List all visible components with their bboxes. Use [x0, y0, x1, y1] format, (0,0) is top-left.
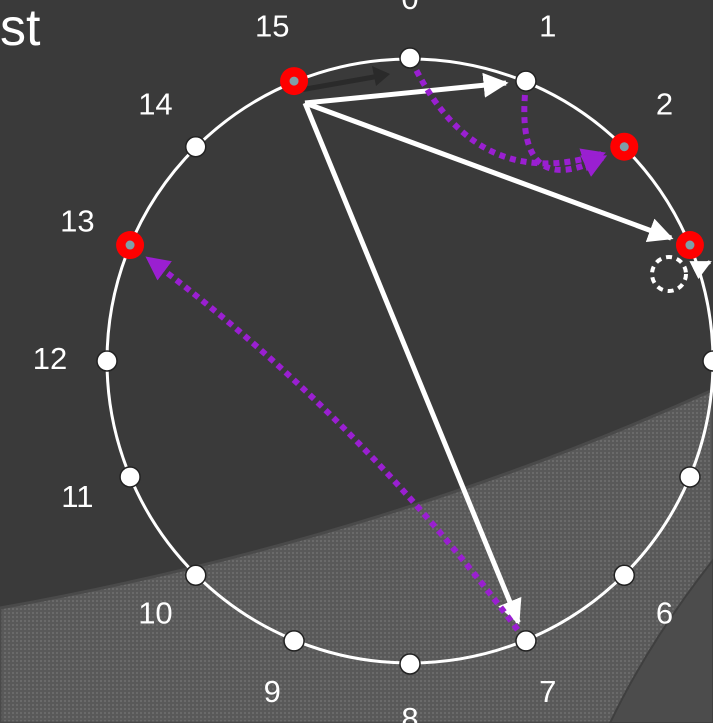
node-label-0: 0 — [401, 0, 418, 16]
node-6 — [613, 564, 636, 587]
finger-arrow-15-to-3 — [304, 100, 674, 243]
node-core — [685, 240, 695, 250]
node-4 — [702, 350, 713, 372]
node-0 — [399, 47, 421, 69]
lookup-arrow-1-to-2 — [521, 94, 608, 177]
slide-title-fragment: st — [0, 0, 41, 57]
node-label-12: 12 — [33, 341, 67, 376]
node-10 — [184, 564, 207, 587]
node-label-8: 8 — [401, 701, 418, 723]
node-label-10: 10 — [138, 596, 172, 631]
node-label-9: 9 — [264, 674, 281, 709]
target-marker-arrow — [689, 260, 712, 279]
node-14 — [184, 135, 207, 158]
node-8 — [399, 653, 421, 675]
node-12 — [96, 350, 118, 372]
target-marker — [650, 255, 688, 293]
node-core — [619, 142, 629, 152]
node-5 — [679, 466, 701, 488]
node-label-2: 2 — [656, 87, 673, 122]
node-9 — [283, 630, 305, 652]
node-label-14: 14 — [138, 87, 172, 122]
node-label-1: 1 — [539, 9, 556, 44]
background-lower-band — [0, 388, 713, 723]
node-labels: 0123456789101112131415 — [33, 0, 673, 723]
finger-arrow-15-to-1 — [304, 72, 509, 106]
finger-arrow-15-to-7 — [302, 102, 522, 625]
node-label-11: 11 — [61, 479, 93, 514]
node-label-7: 7 — [539, 674, 556, 709]
lookup-arrow-0-to-2 — [413, 69, 606, 172]
lookup-arrows — [145, 69, 608, 632]
node-label-13: 13 — [60, 203, 94, 238]
node-core — [125, 240, 135, 250]
lookup-arrow-7-to-13 — [145, 256, 520, 632]
node-11 — [119, 466, 141, 488]
ring-nodes — [96, 47, 713, 675]
node-1 — [515, 70, 537, 92]
finger-arrows — [302, 72, 674, 625]
node-label-6: 6 — [656, 596, 673, 631]
background-dark-arrow — [299, 72, 386, 93]
node-7 — [515, 630, 537, 652]
node-label-15: 15 — [255, 9, 289, 44]
node-core — [289, 76, 299, 86]
